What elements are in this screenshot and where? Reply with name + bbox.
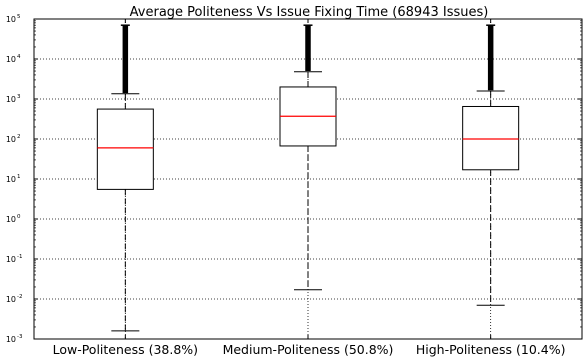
chart-title: Average Politeness Vs Issue Fixing Time … <box>130 5 489 20</box>
y-tick-label: 10 <box>6 295 16 304</box>
y-tick-label: 10 <box>6 15 16 24</box>
y-tick-label: 10 <box>6 55 16 64</box>
x-tick-label: Low-Politeness (38.8%) <box>53 342 198 357</box>
box-group <box>97 25 153 331</box>
y-tick-exponent: 3 <box>17 94 21 100</box>
y-tick-base: 10 <box>6 95 16 104</box>
y-tick-base: 10 <box>6 135 16 144</box>
y-tick-exponent: -2 <box>17 294 22 300</box>
y-tick-label: 10 <box>6 335 16 344</box>
box-group <box>280 25 336 290</box>
box-iqr <box>463 106 519 169</box>
box-layer <box>97 25 518 331</box>
y-tick-exponent: 4 <box>17 54 21 60</box>
y-tick-base: 10 <box>6 15 16 24</box>
y-tick-exponent: -3 <box>17 334 23 340</box>
y-tick-base: 10 <box>6 295 16 304</box>
x-tick-label: High-Politeness (10.4%) <box>416 342 566 357</box>
y-tick-base: 10 <box>6 55 16 64</box>
y-tick-base: 10 <box>6 335 16 344</box>
y-tick-exponent: -1 <box>17 254 22 260</box>
y-tick-label: 10 <box>6 175 16 184</box>
y-tick-exponent: 0 <box>17 214 21 220</box>
y-tick-label: 10 <box>6 255 16 264</box>
y-tick-label: 10 <box>6 95 16 104</box>
box-iqr <box>97 109 153 189</box>
x-tick-label: Medium-Politeness (50.8%) <box>223 342 394 357</box>
y-tick-base: 10 <box>6 255 16 264</box>
y-tick-exponent: 5 <box>17 14 21 20</box>
y-tick-label: 10 <box>6 215 16 224</box>
y-tick-label: 10 <box>6 135 16 144</box>
y-tick-base: 10 <box>6 175 16 184</box>
y-tick-exponent: 1 <box>17 174 21 180</box>
box-group <box>463 25 519 305</box>
y-tick-base: 10 <box>6 215 16 224</box>
y-tick-exponent: 2 <box>17 134 21 140</box>
